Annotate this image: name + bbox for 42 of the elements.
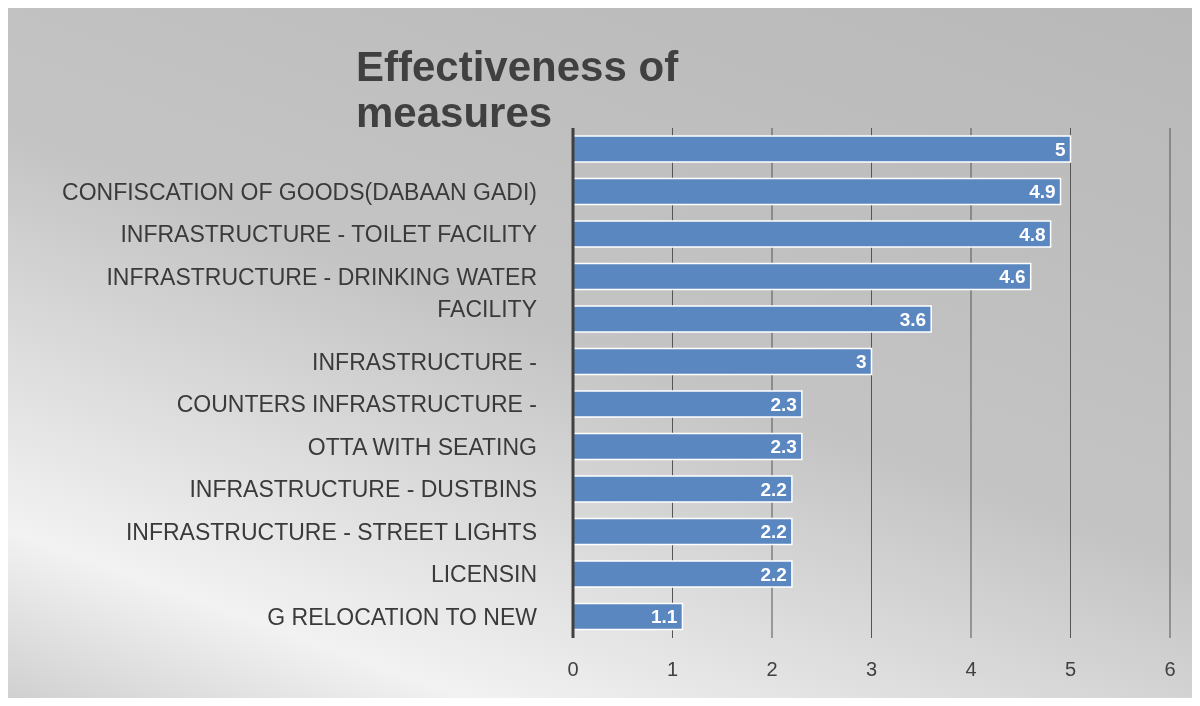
- data-label: 2.2: [760, 563, 787, 585]
- data-label: 3.6: [899, 308, 927, 330]
- x-tick-label: 2: [766, 658, 778, 681]
- bar: [573, 220, 1052, 248]
- y-tick-label: G RELOCATION TO NEW: [267, 603, 538, 630]
- bar: [573, 390, 803, 418]
- data-label: 1.1: [651, 606, 678, 628]
- x-tick-label: 3: [865, 658, 878, 681]
- bar: [573, 135, 1072, 163]
- bar: [573, 517, 793, 546]
- bar: [573, 305, 932, 333]
- data-label: 4.6: [999, 266, 1026, 288]
- data-label: 2.3: [770, 393, 797, 415]
- data-label: 2.2: [760, 521, 787, 543]
- x-tick-label: 0: [567, 658, 579, 681]
- y-tick-label: OTTA WITH SEATING: [307, 433, 537, 460]
- bar: [573, 347, 873, 376]
- y-tick-label: INFRASTRUCTURE - DUSTBINS: [189, 476, 537, 503]
- bar: [573, 602, 684, 631]
- bar: [573, 475, 793, 503]
- data-label: 3: [855, 351, 867, 373]
- chart-title: Effectiveness of measures: [356, 43, 680, 136]
- y-tick-label: INFRASTRUCTURE - TOILET FACILITY: [120, 221, 537, 248]
- x-tick-label: 5: [1064, 658, 1077, 681]
- y-tick-label: INFRASTRUCTURE -: [312, 348, 537, 375]
- data-label: 5: [1054, 138, 1066, 160]
- bar: [573, 560, 793, 588]
- y-tick-label: COUNTERS INFRASTRUCTURE -: [176, 391, 537, 418]
- y-tick-label: INFRASTRUCTURE - STREET LIGHTS: [125, 518, 537, 545]
- y-tick-label: CONFISCATION OF GOODS(DABAAN GADI): [62, 178, 537, 205]
- data-label: 2.3: [770, 436, 797, 458]
- y-tick-label: LICENSIN: [430, 561, 537, 588]
- x-tick-label: 4: [965, 658, 977, 681]
- data-label: 4.8: [1019, 223, 1046, 245]
- data-label: 2.2: [760, 478, 787, 500]
- bar: [573, 262, 1032, 291]
- y-tick-label: INFRASTRUCTURE - DRINKING WATER FACILITY: [106, 263, 537, 322]
- bar: [573, 177, 1062, 206]
- x-tick-label: 6: [1164, 658, 1176, 681]
- data-label: 4.9: [1029, 181, 1056, 203]
- bar: [573, 432, 803, 461]
- x-tick-label: 1: [666, 658, 679, 681]
